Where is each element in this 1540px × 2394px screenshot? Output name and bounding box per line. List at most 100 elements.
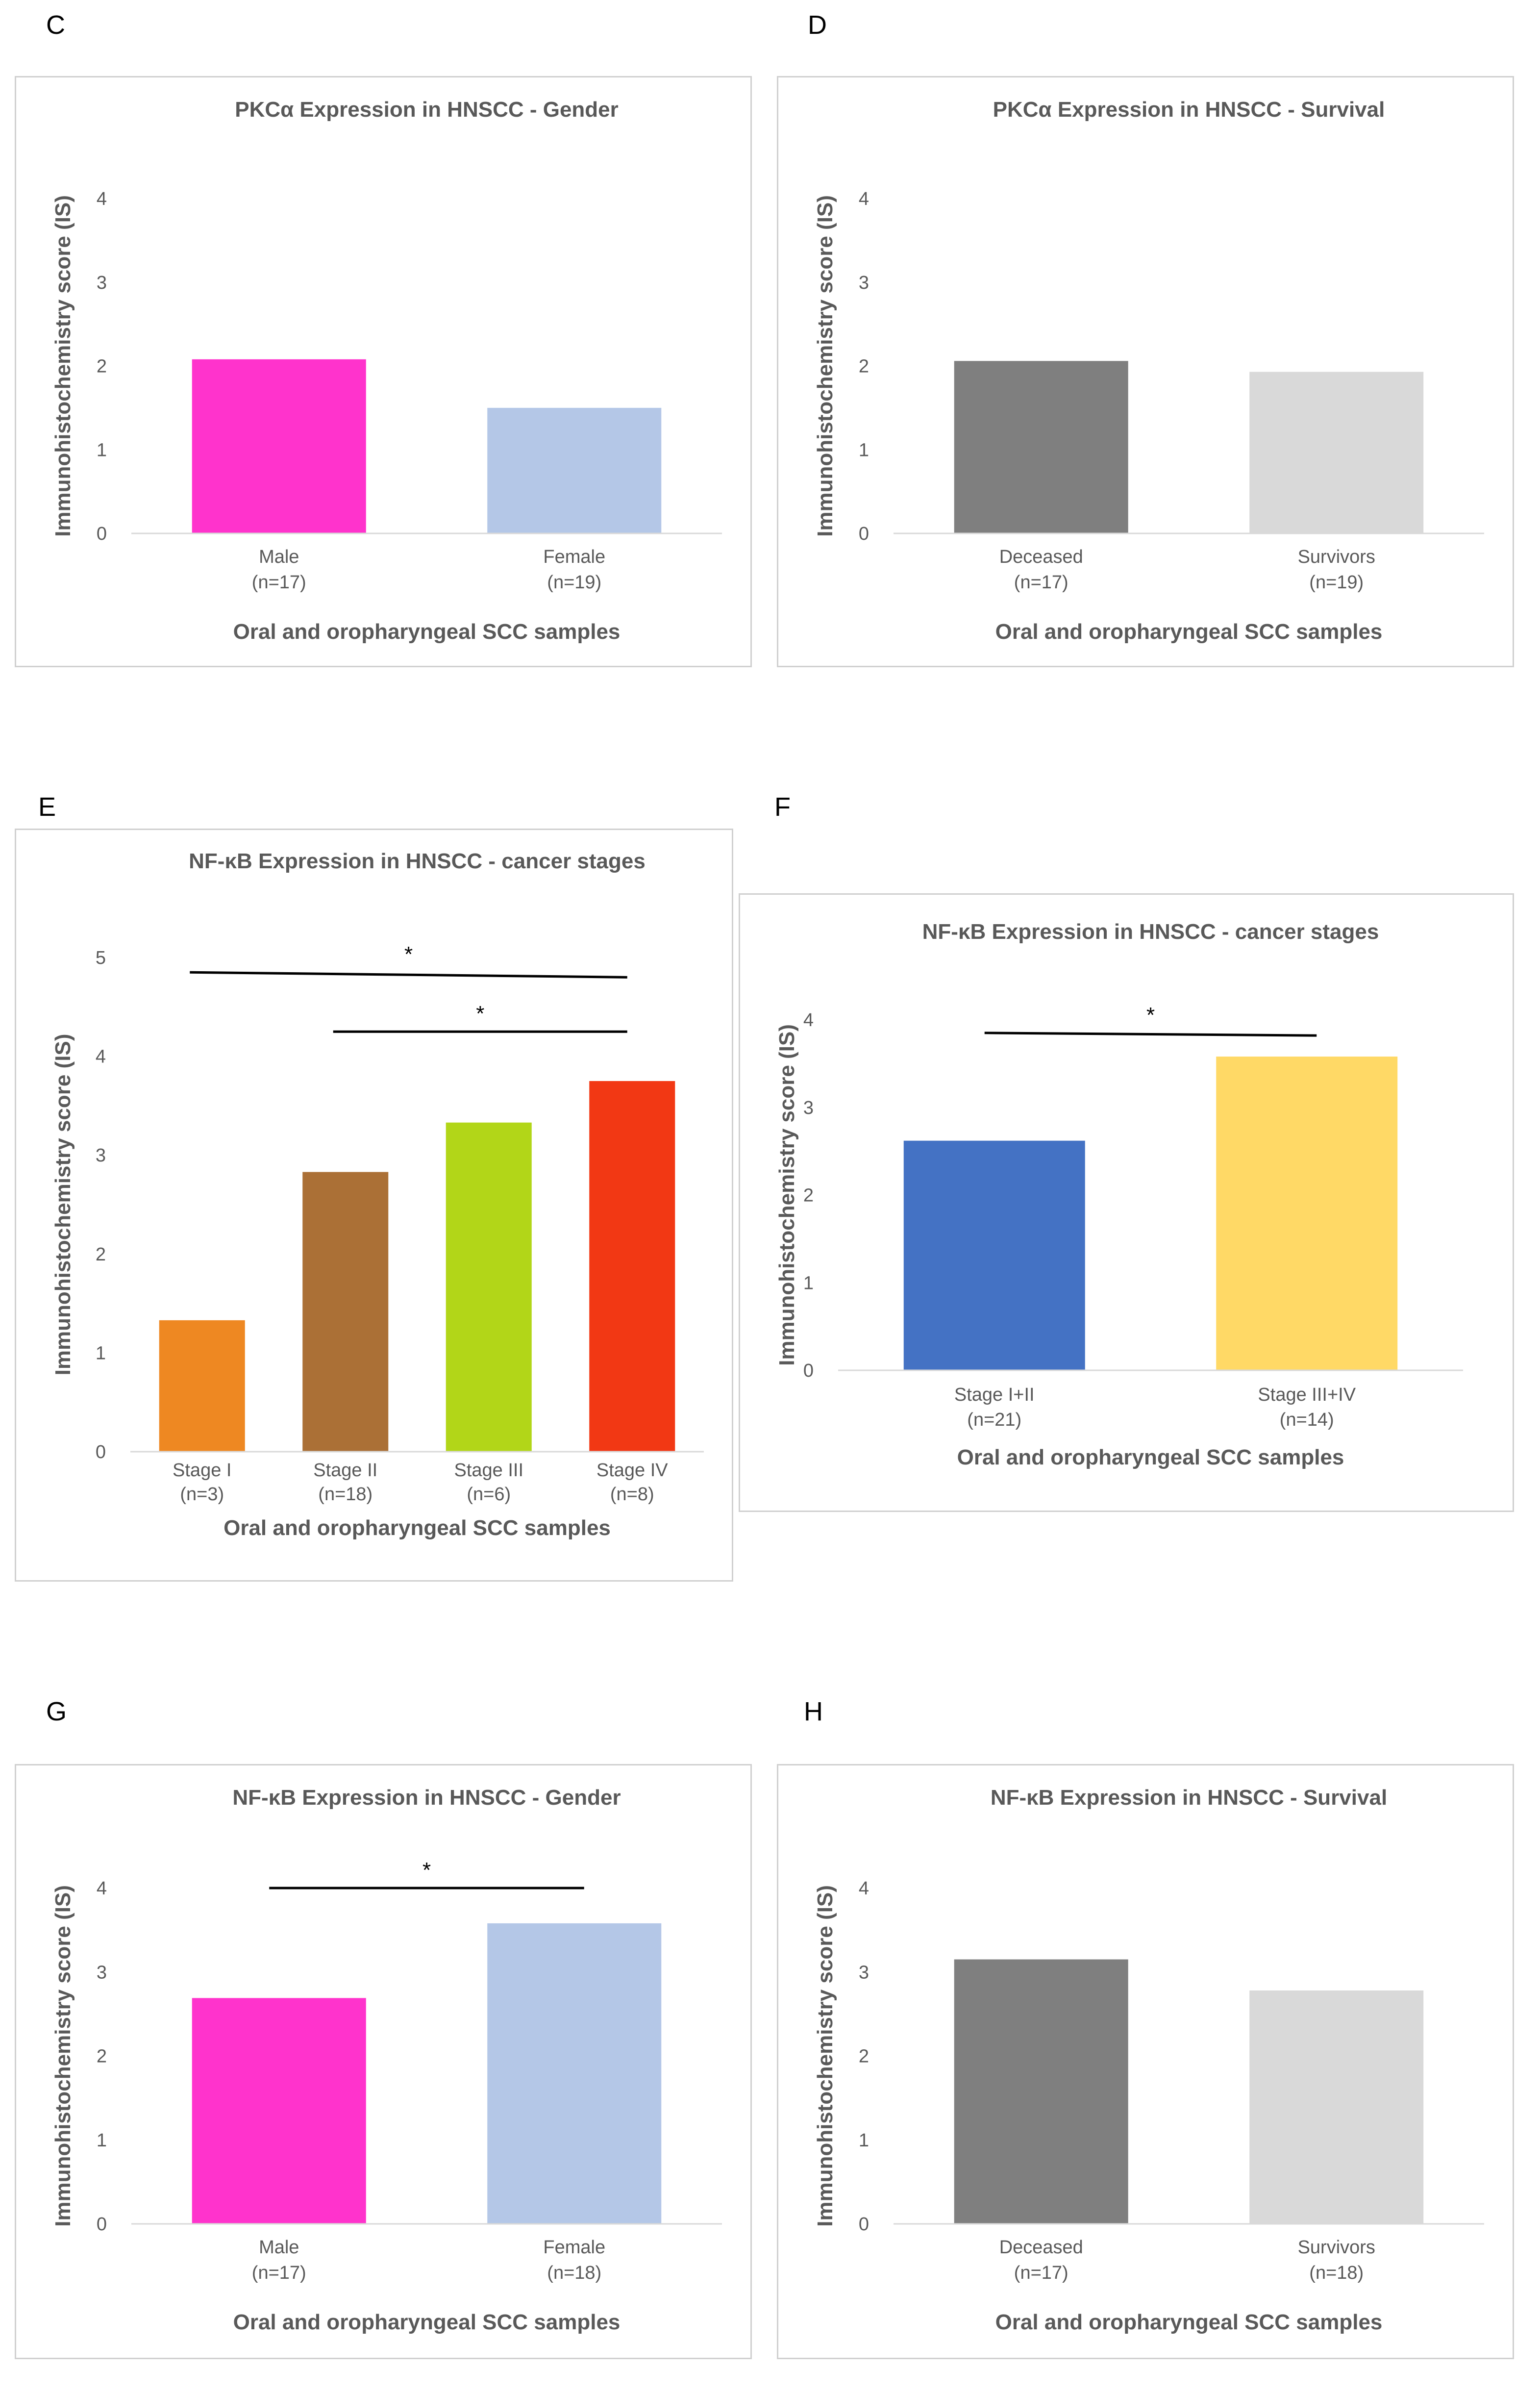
chart-panel-h: NF-κB Expression in HNSCC - Survival Immu… bbox=[777, 1764, 1514, 2359]
x-category-count: (n=17) bbox=[252, 2263, 306, 2283]
x-category-label: Stage I bbox=[173, 1460, 231, 1481]
panel-label-g: G bbox=[46, 1697, 67, 1726]
significance-star: * bbox=[476, 1002, 484, 1026]
x-category-label: Stage I+II bbox=[954, 1385, 1035, 1405]
y-tick-label: 3 bbox=[859, 273, 869, 293]
chart-f: NF-κB Expression in HNSCC - cancer stage… bbox=[775, 920, 1463, 1469]
bar bbox=[954, 1959, 1128, 2224]
bar bbox=[954, 361, 1128, 533]
y-tick-label: 1 bbox=[859, 2130, 869, 2151]
x-category-count: (n=19) bbox=[1309, 572, 1364, 593]
chart-title: NF-κB Expression in HNSCC - Survival bbox=[991, 1786, 1387, 1810]
x-axis-label: Oral and oropharyngeal SCC samples bbox=[224, 1516, 611, 1540]
chart-title: NF-κB Expression in HNSCC - cancer stage… bbox=[189, 849, 646, 873]
x-category-label: Survivors bbox=[1298, 547, 1375, 567]
chart-title: NF-κB Expression in HNSCC - cancer stage… bbox=[922, 920, 1379, 944]
y-tick-label: 4 bbox=[803, 1010, 814, 1031]
bar bbox=[1249, 1990, 1424, 2224]
chart-panel-f: NF-κB Expression in HNSCC - cancer stage… bbox=[739, 893, 1514, 1512]
y-tick-label: 0 bbox=[96, 1442, 106, 1462]
y-tick-label: 1 bbox=[803, 1273, 814, 1293]
panel-label-d: D bbox=[808, 10, 827, 40]
chart-panel-d: PKCα Expression in HNSCC - Survival Immun… bbox=[777, 76, 1514, 667]
y-tick-label: 2 bbox=[859, 356, 869, 377]
y-tick-label: 4 bbox=[96, 1047, 106, 1067]
y-axis-label: Immunohistochemistry score (IS) bbox=[813, 1885, 837, 2227]
y-tick-label: 4 bbox=[859, 189, 869, 209]
y-tick-label: 2 bbox=[96, 1244, 106, 1265]
bar bbox=[1249, 372, 1424, 533]
y-tick-label: 2 bbox=[97, 2046, 107, 2067]
significance-star: * bbox=[422, 1858, 431, 1882]
bar bbox=[1216, 1057, 1398, 1370]
y-tick-label: 1 bbox=[97, 2130, 107, 2151]
x-category-count: (n=19) bbox=[547, 572, 601, 593]
y-tick-label: 3 bbox=[96, 1145, 106, 1166]
x-category-label: Male bbox=[259, 547, 299, 567]
y-tick-label: 0 bbox=[859, 524, 869, 544]
y-tick-label: 1 bbox=[859, 440, 869, 460]
x-axis-label: Oral and oropharyngeal SCC samples bbox=[233, 620, 621, 644]
y-tick-label: 2 bbox=[859, 2046, 869, 2067]
x-category-label: Survivors bbox=[1298, 2237, 1375, 2258]
x-category-count: (n=18) bbox=[318, 1484, 373, 1505]
x-category-count: (n=3) bbox=[180, 1484, 224, 1505]
bar bbox=[192, 359, 366, 533]
x-category-label: Female bbox=[543, 2237, 605, 2258]
x-category-count: (n=6) bbox=[467, 1484, 511, 1505]
y-axis-label: Immunohistochemistry score (IS) bbox=[51, 195, 75, 537]
x-category-count: (n=18) bbox=[1309, 2263, 1364, 2283]
chart-g: NF-κB Expression in HNSCC - Gender Immuno… bbox=[51, 1786, 722, 2334]
y-axis-label: Immunohistochemistry score (IS) bbox=[51, 1034, 75, 1376]
y-axis-label: Immunohistochemistry score (IS) bbox=[51, 1885, 75, 2227]
y-tick-label: 2 bbox=[97, 356, 107, 377]
bar bbox=[302, 1172, 389, 1452]
x-category-label: Female bbox=[543, 547, 605, 567]
significance-line bbox=[190, 971, 627, 979]
y-tick-label: 4 bbox=[97, 189, 107, 209]
y-tick-label: 3 bbox=[97, 273, 107, 293]
y-tick-label: 0 bbox=[97, 2214, 107, 2235]
y-tick-label: 0 bbox=[97, 524, 107, 544]
chart-title: PKCα Expression in HNSCC - Survival bbox=[993, 98, 1385, 122]
chart-panel-e: NF-κB Expression in HNSCC - cancer stage… bbox=[15, 829, 733, 1582]
x-axis-label: Oral and oropharyngeal SCC samples bbox=[995, 620, 1383, 644]
x-category-label: Deceased bbox=[999, 2237, 1083, 2258]
chart-e: NF-κB Expression in HNSCC - cancer stage… bbox=[51, 849, 704, 1540]
x-axis-label: Oral and oropharyngeal SCC samples bbox=[233, 2310, 621, 2334]
x-category-count: (n=17) bbox=[1014, 572, 1068, 593]
x-axis-label: Oral and oropharyngeal SCC samples bbox=[995, 2310, 1383, 2334]
x-category-label: Stage III+IV bbox=[1258, 1385, 1356, 1405]
significance-star: * bbox=[1146, 1003, 1155, 1027]
panel-label-c: C bbox=[46, 10, 65, 40]
x-category-count: (n=21) bbox=[967, 1410, 1021, 1430]
y-tick-label: 5 bbox=[96, 948, 106, 968]
bar bbox=[487, 1923, 662, 2224]
chart-title: PKCα Expression in HNSCC - Gender bbox=[235, 98, 619, 122]
x-category-label: Deceased bbox=[999, 547, 1083, 567]
panel-label-f: F bbox=[774, 792, 791, 822]
chart-d: PKCα Expression in HNSCC - Survival Immun… bbox=[813, 98, 1484, 644]
x-category-label: Stage II bbox=[313, 1460, 377, 1481]
y-tick-label: 1 bbox=[96, 1343, 106, 1363]
x-category-label: Male bbox=[259, 2237, 299, 2258]
x-category-label: Stage IV bbox=[596, 1460, 668, 1481]
y-tick-label: 0 bbox=[803, 1361, 814, 1381]
chart-title: NF-κB Expression in HNSCC - Gender bbox=[232, 1786, 621, 1810]
x-category-count: (n=14) bbox=[1280, 1410, 1334, 1430]
bar bbox=[487, 407, 662, 533]
y-tick-label: 3 bbox=[97, 1962, 107, 1983]
panel-label-e: E bbox=[38, 792, 56, 822]
y-tick-label: 0 bbox=[859, 2214, 869, 2235]
x-axis-label: Oral and oropharyngeal SCC samples bbox=[957, 1445, 1344, 1469]
y-axis-label: Immunohistochemistry score (IS) bbox=[775, 1024, 799, 1366]
significance-line bbox=[984, 1032, 1317, 1037]
x-category-label: Stage III bbox=[454, 1460, 523, 1481]
significance-star: * bbox=[404, 942, 413, 966]
y-tick-label: 2 bbox=[803, 1185, 814, 1206]
panel-label-h: H bbox=[804, 1697, 823, 1726]
y-tick-label: 3 bbox=[803, 1098, 814, 1118]
bar bbox=[446, 1122, 532, 1452]
chart-panel-c: PKCα Expression in HNSCC - Gender Immunoh… bbox=[15, 76, 752, 667]
bar bbox=[903, 1140, 1085, 1370]
